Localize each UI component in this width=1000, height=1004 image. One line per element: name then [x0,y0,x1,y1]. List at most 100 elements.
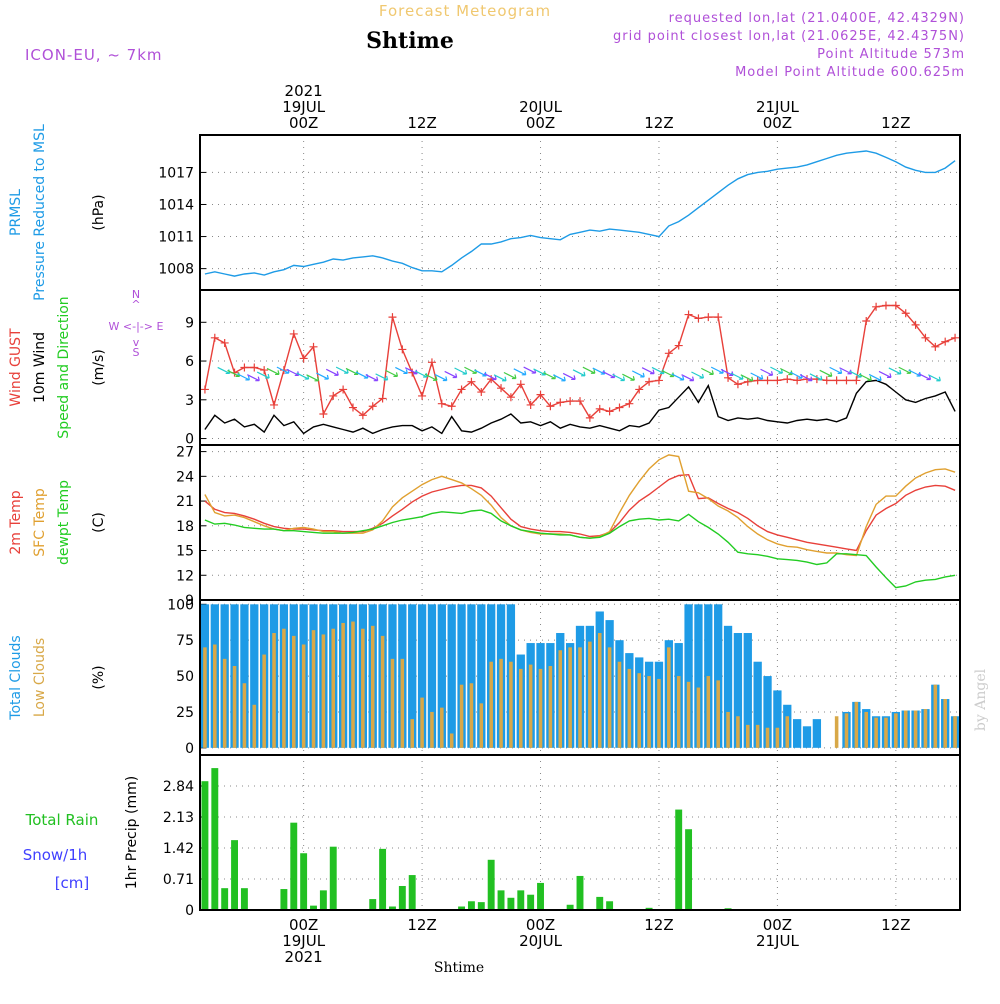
cloud-bar-total [753,661,762,748]
cloud-bar-low [588,641,592,748]
ytick-label: 15 [176,544,194,560]
gust-marker [348,403,357,412]
ylabel-line: 1hr Precip (mm) [124,776,140,889]
ytick-label: 21 [176,494,194,510]
series-line [204,379,956,435]
ytick-label: 2.13 [163,810,194,826]
precip-bar [517,890,525,910]
ylabel-line: PRMSL [8,189,24,236]
cloud-bar-total [802,726,812,748]
precip-bar [379,848,387,910]
compass-we: W <-|-> E [109,320,164,333]
cloud-bar-low [440,707,444,748]
info-line-2: grid point closest lon,lat (21.0625E, 42… [613,29,965,44]
wind-arrow [701,367,714,375]
precip-bar [369,899,377,910]
cloud-bar-low [775,727,780,748]
wind-arrow [829,366,843,374]
cloud-bar-low [657,678,661,748]
ylabel-line: (hPa) [91,194,107,230]
precip-bar [507,897,515,910]
gust-marker [437,399,446,408]
cloud-bar-low [607,647,612,748]
gust-marker [605,407,614,416]
precip-bar [221,888,229,910]
precip-bar [290,822,298,910]
cloud-bar-total [792,719,802,748]
ytick-label: 50 [176,669,194,685]
wind-arrow [691,371,705,379]
cloud-bar-low [558,650,563,748]
cloud-bar-low [262,654,266,748]
time-label-bottom: 12Z [881,916,910,934]
ytick-label: 25 [176,705,194,721]
gust-marker [704,313,713,322]
gust-marker [645,377,654,386]
gust-marker [941,337,950,346]
gust-marker [339,385,348,394]
gust-marker [447,402,456,411]
precip-bar [487,859,495,910]
cloud-bar-total [467,604,476,748]
time-label-bottom: 00Z [763,916,792,934]
cloud-bar-low [203,647,207,748]
gust-marker [951,333,960,342]
panel-frame [199,444,961,601]
side-label: Total Rain [25,811,99,829]
wind-arrow [809,373,823,381]
precip-bar [566,904,574,910]
time-label-bottom: 12Z [644,916,673,934]
ytick-label: 1.42 [163,841,194,857]
gust-marker [635,385,644,394]
gust-marker [418,391,427,400]
wind-arrow [365,374,379,382]
ylabel-line: (C) [91,512,107,533]
gust-marker [358,411,367,420]
wind-arrow [444,370,458,379]
cloud-bar-low [844,713,849,748]
wind-arrow [375,373,389,381]
time-label-top: 00Z [526,114,555,132]
panel-pressure: 1008 1011 1014 1017 PRMSL Pressure Reduced to… [8,124,961,301]
cloud-bar-low [351,621,355,748]
cloud-bar-low [321,634,326,748]
cloud-bar-low [469,683,474,748]
precip-bar [408,875,416,910]
wind-arrow [799,374,813,382]
cloud-bar-low [499,658,503,748]
cloud-bar-low [331,628,336,748]
cloud-bar-low [953,716,957,748]
gust-marker [526,400,535,409]
ytick-label: 0 [185,741,194,757]
precip-bar [467,901,475,910]
ytick-label: 75 [176,633,194,649]
wind-arrow [552,374,566,382]
gust-marker [319,410,328,418]
precip-bar [685,829,693,910]
time-label-bottom: 00Z [289,916,318,934]
gust-marker [299,354,308,363]
time-label-bottom: 2021 [285,948,323,966]
ytick-label: 0.71 [163,872,194,888]
cloud-bar-low [696,687,701,748]
compass-s: S [133,346,140,359]
wind-arrow [819,369,833,377]
gust-marker [260,366,269,375]
cloud-bar-total [417,604,427,748]
cloud-bar-low [706,676,711,748]
ytick-label: 1008 [158,262,194,278]
wind-arrow [256,371,270,379]
wind-arrow [503,371,517,380]
gust-marker [200,385,209,394]
ylabel-line: Wind GUST [8,328,24,407]
wind-arrow [424,373,438,381]
wind-arrow [266,367,280,376]
gust-marker [378,394,387,403]
panel-frame [199,134,961,291]
series-line [204,454,956,557]
gust-marker [595,404,604,413]
gust-marker [911,320,920,329]
wind-direction-arrows [217,366,941,382]
